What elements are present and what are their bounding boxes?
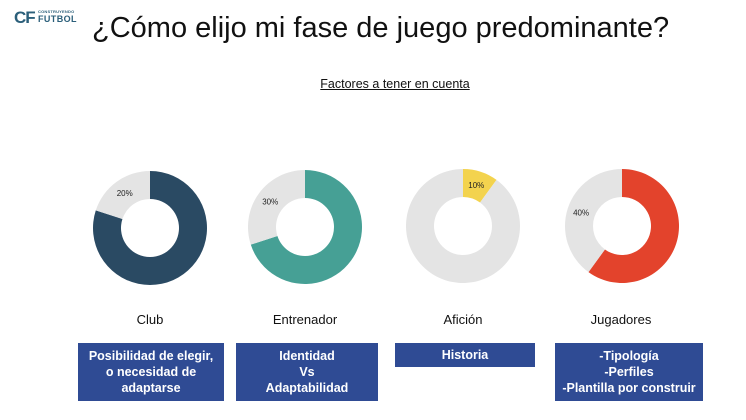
donut-label-jugadores: 40% <box>573 209 589 218</box>
donut-label-club: 20% <box>117 189 133 198</box>
donut-slice-jugadores-0 <box>588 169 679 283</box>
donut-slice-jugadores-1 <box>565 169 622 273</box>
logo-mark: CF <box>14 8 36 27</box>
category-label-club: Club <box>136 312 164 327</box>
page-title: ¿Cómo elijo mi fase de juego predominant… <box>92 12 670 44</box>
logo-top-text: CONSTRUYENDO <box>38 9 75 14</box>
box-line: Adaptabilidad <box>265 381 349 395</box>
donut-slice-aficion-0 <box>463 169 497 203</box>
logo-bottom-text: FUTBOL <box>38 14 77 24</box>
box-line: Historia <box>441 348 489 362</box>
box-line: -Tipología <box>599 349 659 363</box>
box-line: adaptarse <box>121 381 181 395</box>
donut-slice-entrenador-1 <box>248 170 305 245</box>
donut-slice-club-1 <box>95 171 150 220</box>
factor-box-club: Posibilidad de elegir, o necesidad de ad… <box>78 343 224 401</box>
category-label-entrenador: Entrenador <box>272 312 338 327</box>
box-line: -Perfiles <box>604 365 654 379</box>
donut-label-entrenador: 30% <box>262 198 278 207</box>
category-label-aficion: Afición <box>443 312 483 327</box>
box-line: Posibilidad de elegir, <box>88 349 214 363</box>
subtitle: Factores a tener en cuenta <box>320 77 470 91</box>
box-line: Vs <box>299 365 315 379</box>
logo: CF CONSTRUYENDO FUTBOL <box>14 6 77 30</box>
donut-slice-club-0 <box>93 171 207 285</box>
box-line: -Plantilla por construir <box>562 381 696 395</box>
factor-box-jugadores: -Tipología -Perfiles -Plantilla por cons… <box>555 343 703 401</box>
box-line: Identidad <box>279 349 335 363</box>
donut-label-aficion: 10% <box>468 181 484 190</box>
category-label-jugadores: Jugadores <box>590 312 652 327</box>
factor-box-entrenador: Identidad Vs Adaptabilidad <box>236 343 378 401</box>
donut-slice-entrenador-0 <box>250 170 363 284</box>
box-line: o necesidad de <box>105 365 197 379</box>
donut-slice-aficion-1 <box>406 169 520 283</box>
factor-box-aficion: Historia <box>395 343 535 367</box>
